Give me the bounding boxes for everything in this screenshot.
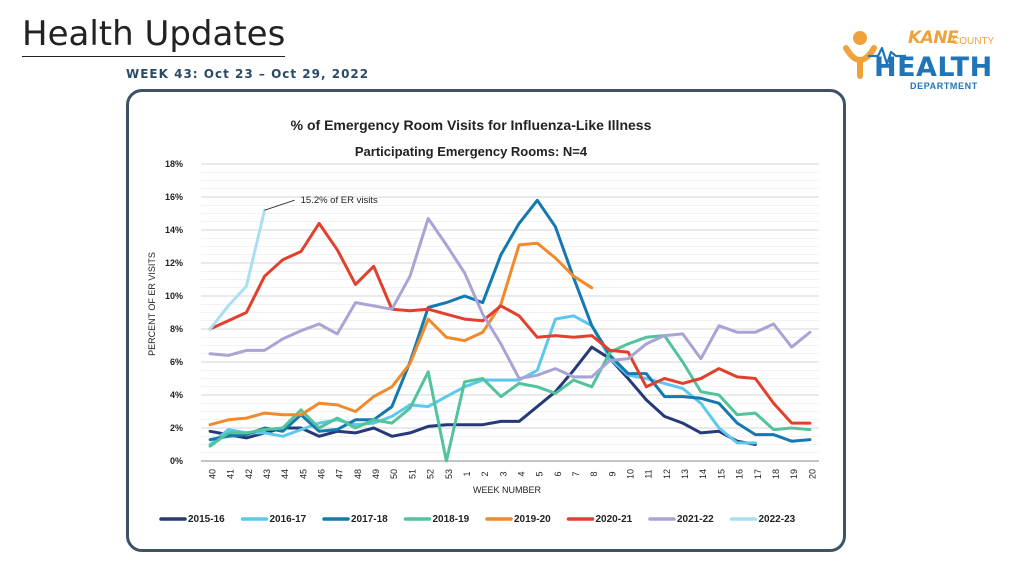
y-tick-label: 16%: [165, 192, 183, 202]
x-tick-label: 51: [407, 469, 417, 479]
x-tick-label: 53: [444, 469, 454, 479]
series-line-2015-16: [208, 345, 757, 446]
logo-figure-icon: [843, 31, 906, 79]
annotation-leader: [264, 199, 295, 211]
legend-label: 2017-18: [351, 514, 388, 525]
ili-line-chart: % of Emergency Room Visits for Influenza…: [147, 117, 819, 525]
x-tick-label: 46: [317, 469, 327, 479]
x-tick-label: 7: [571, 471, 581, 476]
week-label: WEEK 43: Oct 23 – Oct 29, 2022: [126, 67, 370, 81]
x-tick-label: 18: [771, 469, 781, 479]
annotation-text: 15.2% of ER visits: [301, 195, 378, 206]
x-tick-label: 5: [535, 471, 545, 476]
x-tick-label: 9: [607, 471, 617, 476]
peak-annotation: 15.2% of ER visits: [264, 195, 378, 211]
x-tick-label: 3: [498, 471, 508, 476]
chart-title: % of Emergency Room Visits for Influenza…: [291, 117, 652, 133]
y-tick-labels: 0% 2% 4% 6% 8% 10% 12% 14% 16% 18%: [165, 159, 183, 466]
legend-label: 2021-22: [677, 514, 714, 525]
y-tick-label: 6%: [170, 357, 183, 367]
series-line-2017-18: [208, 198, 812, 443]
legend-label: 2020-21: [596, 514, 633, 525]
y-tick-label: 10%: [165, 291, 183, 301]
x-tick-label: 14: [698, 469, 708, 479]
legend-label: 2019-20: [514, 514, 551, 525]
y-tick-label: 2%: [170, 423, 183, 433]
legend-label: 2016-17: [270, 514, 307, 525]
x-tick-label: 1: [462, 471, 472, 476]
x-tick-label: 8: [589, 471, 599, 476]
legend-item-2021-22: 2021-22: [648, 514, 714, 525]
series-line-2019-20: [208, 241, 594, 427]
x-tick-label: 50: [389, 469, 399, 479]
y-tick-label: 14%: [165, 225, 183, 235]
x-tick-label: 42: [244, 469, 254, 479]
legend-label: 2022-23: [759, 514, 796, 525]
logo-county-text: COUNTY: [952, 36, 995, 47]
x-tick-label: 13: [680, 469, 690, 479]
x-tick-label: 49: [371, 469, 381, 479]
x-tick-label: 20: [807, 469, 817, 479]
x-tick-label: 47: [335, 469, 345, 479]
legend-item-2022-23: 2022-23: [729, 514, 796, 525]
chart-legend: 2015-16 2016-17 2017-18 2018-19 2019-20 2020-…: [159, 514, 796, 525]
legend-item-2015-16: 2015-16: [159, 514, 225, 525]
x-tick-label: 43: [262, 469, 272, 479]
x-tick-label: 44: [280, 469, 290, 479]
y-axis-label: PERCENT OF ER VISITS: [147, 252, 157, 356]
y-tick-label: 0%: [170, 456, 183, 466]
x-tick-label: 45: [298, 469, 308, 479]
x-tick-label: 10: [626, 469, 636, 479]
x-tick-label: 6: [553, 471, 563, 476]
logo-health-text: HEALTH: [874, 52, 993, 83]
x-tick-label: 11: [644, 469, 654, 478]
x-tick-label: 19: [789, 469, 799, 479]
x-axis-label: WEEK NUMBER: [473, 485, 542, 495]
x-tick-label: 16: [735, 469, 745, 479]
chart-frame: % of Emergency Room Visits for Influenza…: [126, 89, 846, 552]
x-tick-label: 2: [480, 471, 490, 476]
x-tick-labels: 40 41 42 43 44 45 46 47 48 49 50 51 52 53 1 2 3 4 5 6 7 8 9 10 1…: [207, 469, 817, 479]
legend-item-2018-19: 2018-19: [403, 514, 470, 525]
series-line-2018-19: [208, 334, 812, 463]
logo-kane-text: KANE: [908, 28, 959, 48]
series-line-2022-23: [208, 208, 267, 331]
series-lines: [208, 198, 812, 463]
legend-label: 2018-19: [433, 514, 470, 525]
x-tick-label: 48: [353, 469, 363, 479]
legend-label: 2015-16: [188, 514, 225, 525]
legend-item-2016-17: 2016-17: [240, 514, 307, 525]
legend-item-2020-21: 2020-21: [566, 514, 633, 525]
y-tick-label: 18%: [165, 159, 183, 169]
x-tick-label: 17: [753, 469, 763, 479]
logo-department-text: DEPARTMENT: [910, 81, 978, 91]
x-tick-label: 52: [426, 469, 436, 479]
x-tick-label: 41: [226, 469, 236, 479]
x-tick-label: 12: [662, 469, 672, 479]
y-tick-label: 12%: [165, 258, 183, 268]
x-tick-label: 4: [516, 471, 526, 476]
x-tick-label: 15: [716, 469, 726, 479]
page-title: Health Updates: [22, 12, 286, 57]
y-tick-label: 8%: [170, 324, 183, 334]
chart-subtitle: Participating Emergency Rooms: N=4: [355, 144, 588, 159]
series-line-2021-22: [208, 217, 812, 380]
kane-county-health-logo: KANE COUNTY HEALTH DEPARTMENT: [838, 24, 998, 94]
series-line-2020-21: [208, 221, 812, 425]
y-tick-label: 4%: [170, 390, 183, 400]
x-tick-label: 40: [207, 469, 217, 479]
legend-item-2017-18: 2017-18: [322, 514, 388, 525]
legend-item-2019-20: 2019-20: [485, 514, 551, 525]
